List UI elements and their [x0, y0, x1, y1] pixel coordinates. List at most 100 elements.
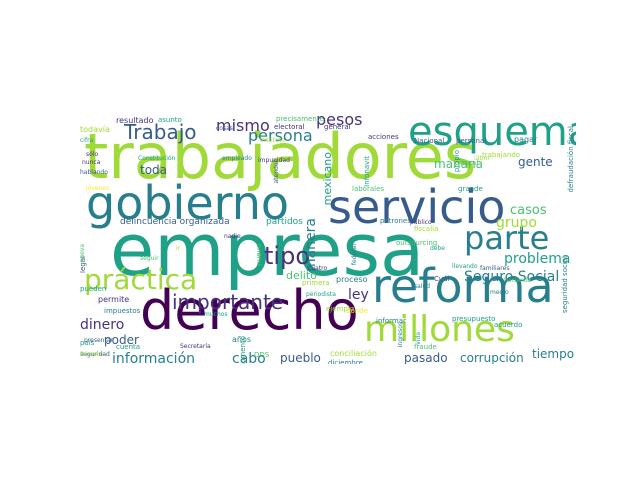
- word-solo: sólo: [86, 151, 99, 158]
- word-empleado: empleado: [222, 155, 252, 162]
- word-seguir: seguir: [140, 255, 159, 262]
- word-cosas: cosas: [216, 125, 233, 132]
- word-donde: dónde: [346, 307, 368, 315]
- word-casos: casos: [510, 203, 547, 218]
- word-cuenta: cuenta: [116, 343, 141, 351]
- word-nunca: nunca: [82, 159, 101, 166]
- word-debe: debe: [430, 245, 445, 252]
- word-anos: años: [232, 335, 252, 344]
- word-cifra: cifra: [80, 137, 94, 144]
- word-presentar: presentar: [84, 337, 113, 344]
- word-nuevo: nuevo: [255, 244, 263, 266]
- word-gente: gente: [518, 155, 553, 169]
- word-secretaria: Secretaría: [180, 343, 211, 350]
- word-cabo: cabo: [232, 351, 266, 364]
- word-federal: federal: [351, 244, 358, 266]
- word-permite: permite: [98, 295, 130, 304]
- word-informar: informar: [376, 317, 406, 325]
- word-derecho: derecho: [140, 279, 359, 342]
- word-conciliacion: conciliación: [330, 349, 377, 358]
- word-jovenes: jóvenes: [86, 185, 110, 192]
- word-vida: vida: [415, 332, 422, 345]
- word-seguridad: seguridad: [80, 351, 110, 358]
- word-seguro-social: Seguro Social: [464, 269, 560, 285]
- word-manera: manera: [303, 218, 319, 273]
- word-nacional: Nacional: [414, 137, 445, 145]
- word-practica: práctica: [84, 263, 198, 296]
- word-muchos: muchos: [204, 311, 228, 318]
- word-general: general: [324, 123, 351, 131]
- word-atender: atender: [273, 160, 280, 184]
- word-mismo: mismo: [216, 116, 270, 135]
- word-importante: importante: [172, 290, 284, 314]
- word-precisamente: precisamente: [276, 116, 324, 123]
- word-trabajadores: trabajadores: [84, 120, 477, 193]
- word-proceso: proceso: [336, 275, 368, 284]
- word-trabajando: trabajando: [482, 151, 521, 159]
- word-parte: parte: [464, 219, 550, 257]
- word-todavia: todavía: [80, 125, 110, 134]
- word-llevando: llevando: [452, 263, 478, 270]
- word-dinero: dinero: [80, 317, 125, 333]
- word-infonavit: Infonavit: [363, 156, 371, 187]
- word-ultim: últim: [474, 155, 490, 162]
- word-tipo: tipo: [264, 242, 310, 270]
- word-defraudacion-fiscal: defraudación fiscal: [567, 126, 575, 193]
- word-millones: millones: [364, 309, 515, 350]
- word-ingresos: ingresos: [397, 322, 404, 348]
- word-pesos: pesos: [316, 116, 363, 129]
- word-acciones: acciones: [368, 133, 399, 141]
- word-nueva: nueva: [80, 244, 86, 263]
- word-nadie: nadie: [224, 233, 241, 240]
- word-impuestos: impuestos: [104, 307, 141, 315]
- word-pasado: pasado: [404, 351, 448, 364]
- word-informacion: información: [112, 351, 196, 364]
- word-dds: DDS: [254, 351, 270, 359]
- word-servicio: servicio: [328, 180, 506, 234]
- word-hablando: hablando: [80, 169, 108, 176]
- word-primera: primera: [302, 279, 330, 287]
- word-ley: ley: [348, 287, 369, 303]
- word-personal: personal: [456, 137, 487, 145]
- word-salud: salud: [414, 283, 431, 290]
- word-partidos: partidos: [266, 217, 303, 227]
- word-diciembre: diciembre: [328, 359, 363, 365]
- word-propio: propio: [453, 150, 461, 173]
- word-medio: medio: [490, 289, 509, 296]
- word-pagar: pagar: [514, 135, 538, 144]
- word-pais: país: [80, 339, 95, 347]
- word-delincuencia-organizada: delincuencia organizada: [120, 217, 230, 227]
- word-seguridad-social: seguridad social: [561, 256, 569, 314]
- word-electoral: electoral: [274, 123, 305, 131]
- word-aumento: aumento: [239, 336, 247, 364]
- word-asunto: asunto: [158, 116, 182, 124]
- word-resultado: resultado: [116, 116, 154, 125]
- word-ejemplo: ejemplo: [326, 305, 355, 313]
- word-grupo: grupo: [496, 215, 537, 231]
- word-pueblo: pueblo: [280, 351, 321, 364]
- word-reforma: reforma: [372, 259, 554, 313]
- word-mexicano: mexicano: [321, 152, 334, 206]
- word-fraude: fraude: [414, 343, 437, 351]
- word-persona: persona: [248, 126, 313, 145]
- word-constitucion: Constitución: [138, 155, 176, 162]
- word-presupuesto: presupuesto: [452, 315, 496, 323]
- word-poder: poder: [104, 333, 139, 347]
- word-problema: problema: [504, 251, 571, 267]
- word-acuerdo: acuerdo: [494, 321, 523, 329]
- word-outsourcing: outsourcing: [396, 239, 438, 247]
- word-esquema: esquema: [408, 116, 576, 155]
- word-fiscal: fiscal: [460, 159, 479, 167]
- word-instituto: Instituto: [260, 137, 285, 144]
- word-ir: ir: [176, 245, 181, 252]
- word-toda: toda: [140, 163, 168, 177]
- word-laborales: laborales: [352, 185, 385, 193]
- word-cuatro: cuatro: [308, 265, 328, 272]
- word-corrupcion: corrupción: [460, 351, 524, 364]
- word-patrones: patrones: [380, 217, 411, 225]
- word-gobierno: gobierno: [86, 176, 290, 230]
- word-fiscalia: fiscalía: [414, 225, 439, 233]
- word-manana: mañana: [434, 157, 483, 171]
- word-empresa: empresa: [110, 208, 425, 292]
- word-cloud: empresa trabajadores derecho reforma gobiern…: [80, 116, 576, 364]
